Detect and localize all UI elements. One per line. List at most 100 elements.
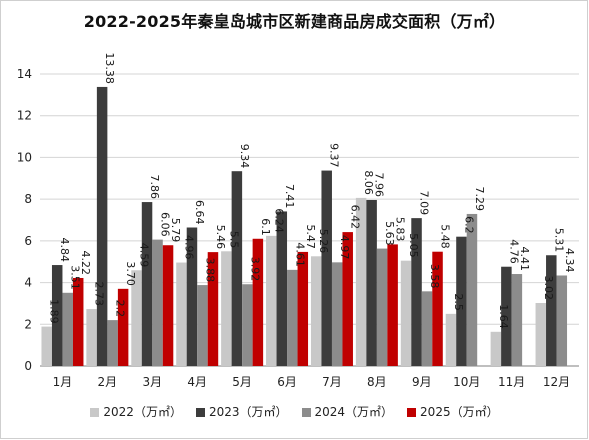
data-label: 2.73	[93, 282, 106, 307]
x-category-label: 10月	[453, 375, 480, 389]
x-axis-categories: 1月 2月 3月 4月 5月 6月 7月 8月 9月 10月 11月 12月	[53, 375, 571, 389]
bar-1-0	[51, 265, 63, 366]
x-category-label: 6月	[277, 375, 297, 389]
data-label: 4.84	[58, 238, 71, 263]
y-tick-label: 2	[24, 317, 32, 331]
chart-title: 2022-2025年秦皇岛城市区新建商品房成交面积（万㎡）	[83, 12, 506, 31]
bar-2-11	[556, 275, 568, 366]
legend-item: 2025（万㎡）	[407, 403, 499, 420]
x-category-label: 3月	[142, 375, 162, 389]
bar-1-2	[141, 202, 153, 366]
legend-swatch	[90, 408, 100, 417]
bar-1-5	[276, 211, 288, 366]
x-category-label: 12月	[543, 375, 570, 389]
legend: 2022（万㎡） 2023（万㎡） 2024（万㎡） 2025（万㎡）	[0, 403, 589, 420]
bar-1-9	[456, 236, 467, 366]
x-category-label: 11月	[498, 375, 525, 389]
data-label: 5.26	[317, 229, 330, 254]
bar-1-8	[411, 218, 422, 366]
data-label: 5.46	[214, 225, 227, 250]
y-tick-label: 6	[24, 234, 32, 248]
data-label: 5.83	[394, 217, 407, 242]
data-label: 4.34	[563, 248, 576, 273]
bar-2-8	[421, 291, 433, 366]
data-label: 5.05	[407, 233, 420, 258]
x-category-label: 9月	[412, 375, 432, 389]
bar-0-10	[490, 331, 502, 366]
bar-0-2	[131, 270, 142, 366]
bar-1-4	[231, 171, 243, 366]
legend-label: 2023（万㎡）	[208, 405, 288, 419]
bar-0-3	[176, 262, 187, 366]
data-label: 4.61	[293, 242, 306, 267]
bar-2-7	[376, 248, 388, 366]
data-label: 5.48	[439, 224, 452, 249]
x-category-label: 2月	[98, 375, 118, 389]
data-label: 7.09	[418, 191, 431, 216]
legend-label: 2025（万㎡）	[420, 405, 499, 419]
bar-2-1	[107, 320, 118, 366]
legend-swatch	[195, 408, 205, 417]
bar-0-1	[86, 309, 97, 366]
legend-item: 2022（万㎡）	[90, 403, 182, 420]
legend-swatch	[407, 408, 417, 417]
bar-0-0	[41, 326, 52, 366]
legend-swatch	[301, 408, 311, 417]
data-labels: 1.89 4.84 3.514.222.73 13.38 2.2 3.704.59 7.86…	[48, 52, 576, 328]
data-label: 3.70	[124, 261, 137, 286]
bar-1-6	[321, 170, 332, 366]
bar-1-7	[366, 199, 377, 366]
data-label: 7.41	[283, 184, 296, 209]
bar-2-2	[152, 239, 163, 366]
data-label: 8.06	[362, 170, 375, 195]
bar-2-4	[242, 284, 253, 366]
bar-3-8	[432, 251, 443, 366]
bar-chart: 0 2 4 6 8 10 12 14 1.89 4.84 3.514.222.73 13.38 2.2…	[17, 52, 579, 389]
y-tick-label: 8	[24, 192, 32, 206]
bar-2-3	[197, 285, 208, 366]
bars	[41, 86, 568, 366]
bar-0-7	[355, 197, 367, 366]
bar-2-9	[466, 213, 478, 366]
x-category-label: 7月	[322, 375, 342, 389]
data-label: 6.42	[349, 205, 362, 230]
data-label: 13.38	[103, 52, 116, 84]
bar-0-8	[400, 260, 412, 366]
y-tick-label: 14	[17, 67, 32, 81]
data-label: 2.5	[452, 293, 465, 311]
x-category-label: 8月	[367, 375, 387, 389]
bar-1-11	[546, 255, 557, 366]
data-label: 4.22	[79, 250, 92, 275]
bar-3-0	[72, 277, 84, 366]
data-label: 5.79	[169, 218, 182, 243]
bar-0-5	[266, 235, 277, 366]
bar-2-10	[511, 274, 523, 366]
bar-2-6	[331, 262, 343, 366]
data-label: 3.51	[69, 265, 82, 290]
y-tick-label: 10	[17, 150, 32, 164]
bar-2-0	[62, 292, 73, 366]
data-label: 5.47	[304, 224, 317, 249]
data-label: 5.31	[552, 228, 565, 253]
data-label: 3.58	[428, 264, 441, 289]
data-label: 1.89	[48, 299, 61, 324]
y-tick-label: 4	[24, 276, 32, 290]
data-label: 7.29	[473, 186, 486, 211]
bar-0-6	[310, 256, 322, 366]
data-label: 9.37	[328, 143, 341, 168]
data-label: 7.96	[373, 172, 386, 197]
data-label: 3.88	[203, 258, 216, 283]
data-label: 5.5	[227, 231, 240, 249]
bar-0-9	[445, 313, 457, 366]
data-label: 4.76	[507, 239, 520, 264]
bar-3-4	[252, 238, 264, 366]
data-label: 7.86	[148, 175, 161, 200]
y-tick-label: 0	[24, 359, 32, 373]
data-label: 4.96	[182, 235, 195, 260]
data-label: 1.64	[497, 304, 510, 329]
legend-item: 2024（万㎡）	[301, 403, 393, 420]
data-label: 2.2	[114, 300, 127, 318]
bar-3-1	[117, 288, 129, 366]
data-label: 6.1	[259, 218, 272, 236]
y-tick-label: 12	[17, 109, 32, 123]
